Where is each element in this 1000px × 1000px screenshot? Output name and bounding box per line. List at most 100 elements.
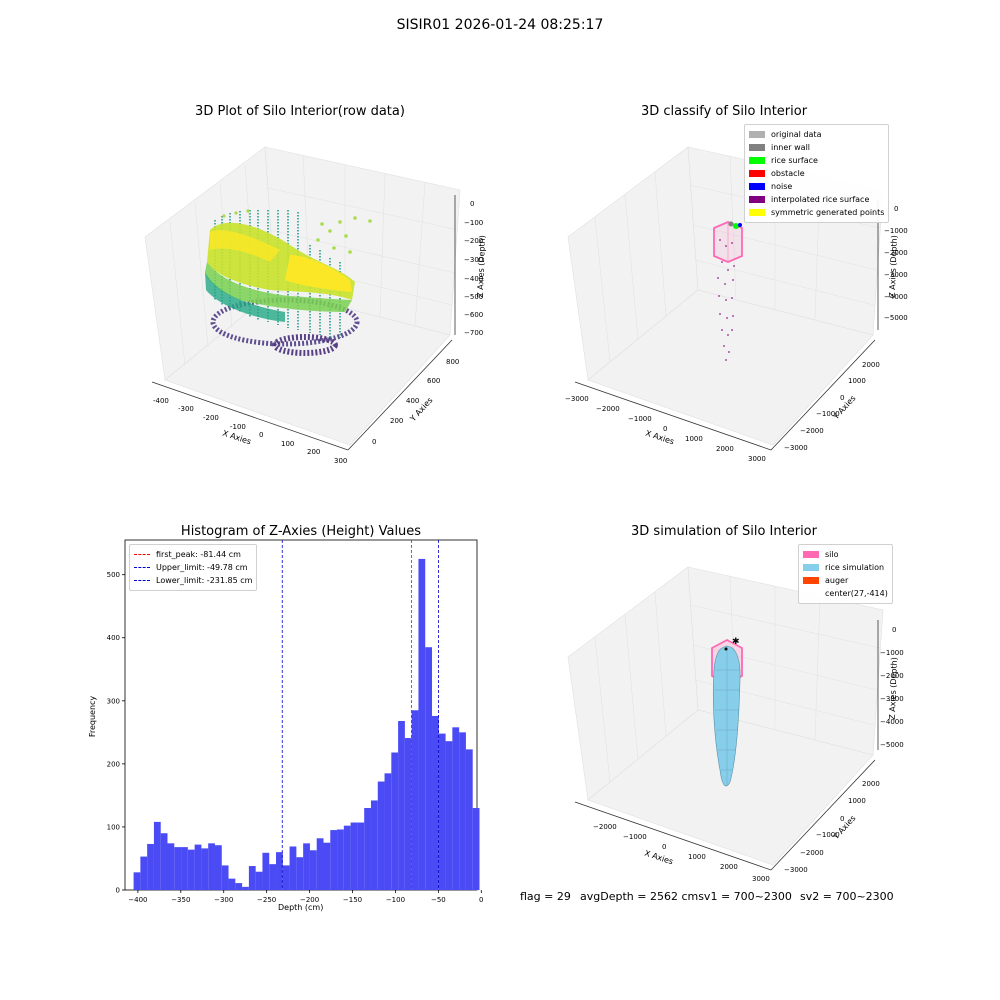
legend-item: rice simulation [803, 561, 888, 574]
p2-ztick: −4000 [884, 293, 908, 301]
legend-item: symmetric generated points [749, 206, 884, 219]
p2-ytick: 0 [840, 394, 845, 402]
p4-xtick: −2000 [593, 823, 617, 831]
p1-ztick: −600 [464, 311, 484, 319]
p1-ytick: 600 [427, 377, 441, 385]
p1-ztick: −100 [464, 219, 484, 227]
p1-ytick: 200 [390, 417, 404, 425]
histogram-bar [391, 752, 399, 890]
histogram-bar [133, 872, 141, 890]
histogram-bar [404, 738, 412, 890]
p1-xtick: -200 [203, 414, 219, 422]
p1-ztick: −400 [464, 275, 484, 283]
histogram-bar [357, 822, 365, 890]
y-tick-label: 500 [107, 571, 120, 579]
legend-item: noise [749, 180, 884, 193]
y-tick-label: 400 [107, 634, 120, 642]
histogram-legend: first_peak: -81.44 cm Upper_limit: -49.7… [129, 544, 258, 591]
p4-ytick: −2000 [800, 849, 824, 857]
histogram-bar [330, 830, 338, 890]
figure-title: SISIR01 2026-01-24 08:25:17 [396, 17, 604, 33]
p1-xtick: -100 [230, 423, 246, 431]
histogram-bar [214, 845, 222, 890]
y-tick-label: 100 [107, 823, 120, 831]
p4-ytick: 2000 [862, 780, 880, 788]
p1-ztick: −300 [464, 256, 484, 264]
histogram-bar [221, 865, 229, 890]
y-tick-label: 200 [107, 760, 120, 768]
histogram-bar [425, 647, 433, 890]
p4-ytick: 1000 [848, 797, 866, 805]
histogram-bar [418, 558, 426, 890]
histogram-bar [269, 864, 277, 890]
histogram-bar [309, 850, 317, 890]
x-tick-label: −150 [343, 896, 362, 904]
histogram-bar [147, 843, 154, 890]
panel4-3d-scene: ✱ [567, 566, 884, 871]
histogram-bar [248, 866, 256, 890]
histogram-bar [160, 833, 168, 890]
histogram-bar [242, 886, 249, 890]
legend-item: rice surface [749, 154, 884, 167]
panel4-title: 3D simulation of Silo Interior [631, 524, 817, 539]
histogram-bar [235, 883, 243, 890]
y-tick-label: 300 [107, 697, 120, 705]
p1-ytick: 0 [372, 438, 377, 446]
histogram-bar [337, 829, 344, 890]
histogram-bar [201, 848, 209, 890]
histogram-bar [316, 838, 324, 890]
p4-xtick: 0 [662, 843, 667, 851]
histogram-bar [445, 741, 453, 890]
x-tick-label: 0 [479, 896, 483, 904]
histogram-bar [384, 773, 392, 890]
histogram-bar [276, 852, 283, 890]
p2-xtick: −1000 [628, 415, 652, 423]
p2-ztick: −1000 [884, 227, 908, 235]
panel4-silo-simulation: ✱ [711, 637, 743, 787]
p4-xtick: 1000 [688, 853, 706, 861]
histogram-bar [289, 846, 297, 890]
p4-ztick: 0 [892, 626, 897, 634]
p1-xtick: 100 [281, 440, 295, 448]
legend-item: original data [749, 128, 884, 141]
legend-item: interpolated rice surface [749, 193, 884, 206]
status-sv2: sv2 = 700~2300 [800, 890, 894, 903]
p2-ztick: 0 [894, 205, 899, 213]
legend-item: auger [803, 574, 888, 587]
histogram-plot: −400 −350 −300 −250 −200 −150 −100 −50 0 0 100 200… [107, 539, 484, 904]
histogram-bar [411, 710, 419, 890]
histogram-bar [432, 715, 439, 890]
p1-ztick: 0 [470, 200, 475, 208]
p2-ztick: −5000 [884, 314, 908, 322]
p4-xtick: 2000 [720, 863, 738, 871]
status-flag: flag = 29 [520, 890, 571, 903]
p4-ztick: −4000 [880, 718, 904, 726]
p4-xtick: 3000 [752, 875, 770, 883]
p2-ytick: −2000 [800, 427, 824, 435]
x-tick-label: −50 [431, 896, 446, 904]
panel2-silo-points [713, 221, 743, 361]
histogram-bar [459, 732, 466, 890]
p2-ytick: −1000 [816, 410, 840, 418]
p1-ztick: −700 [464, 329, 484, 337]
p2-ytick: 2000 [862, 361, 880, 369]
histogram-bar [323, 842, 331, 890]
histogram-bar [282, 865, 290, 890]
histogram-bar [140, 856, 148, 890]
p3-xlabel: Depth (cm) [278, 903, 324, 912]
histogram-bar [187, 849, 195, 890]
histogram-bar [438, 733, 446, 890]
histogram-bar [174, 847, 182, 890]
histogram-bar [377, 781, 385, 890]
p1-xtick: 0 [259, 431, 264, 439]
histogram-bar [364, 808, 371, 890]
x-tick-label: −250 [257, 896, 276, 904]
legend-item: inner wall [749, 141, 884, 154]
panel1-point-cloud [205, 209, 372, 356]
x-tick-label: −300 [214, 896, 233, 904]
p2-xtick: 2000 [716, 445, 734, 453]
histogram-bar [398, 720, 405, 890]
p2-ytick: −3000 [784, 444, 808, 452]
histogram-bar [255, 871, 263, 890]
p4-ytick: −3000 [784, 866, 808, 874]
